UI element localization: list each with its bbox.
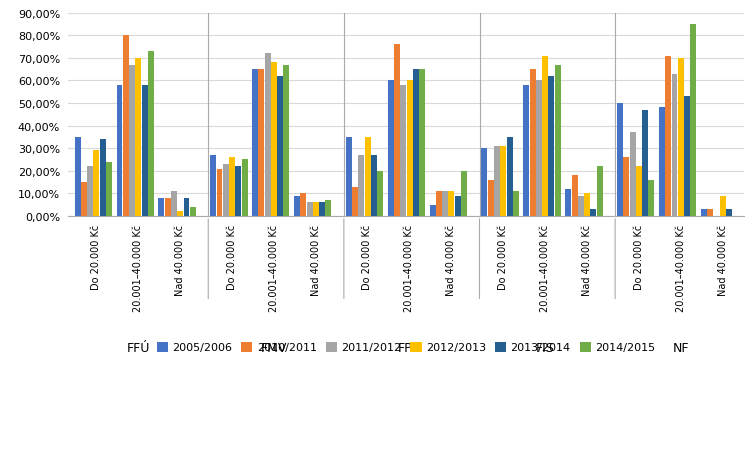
Bar (326, 201, 332, 216)
Bar (87, 167, 93, 216)
Bar (74, 138, 80, 216)
Text: NF: NF (672, 342, 689, 354)
Bar (523, 86, 529, 216)
Bar (617, 104, 623, 216)
Bar (507, 138, 513, 216)
Bar (590, 210, 596, 216)
Bar (217, 169, 223, 216)
Bar (365, 138, 371, 216)
Bar (701, 210, 707, 216)
Bar (529, 70, 535, 216)
Bar (436, 192, 442, 216)
Bar (190, 207, 196, 216)
Bar (413, 70, 419, 216)
Bar (720, 196, 726, 216)
Bar (542, 56, 548, 216)
Bar (165, 198, 171, 216)
Bar (400, 86, 406, 216)
Bar (429, 205, 435, 216)
Bar (252, 70, 258, 216)
Bar (93, 151, 99, 216)
Bar (461, 171, 467, 216)
Bar (726, 210, 732, 216)
Bar (307, 203, 313, 216)
Bar (378, 171, 384, 216)
Bar (419, 70, 425, 216)
Bar (494, 147, 500, 216)
Bar (442, 192, 448, 216)
Bar (159, 198, 165, 216)
Bar (672, 74, 678, 216)
Bar (707, 210, 713, 216)
Bar (629, 133, 635, 216)
Bar (117, 86, 123, 216)
Bar (177, 212, 183, 216)
Bar (183, 198, 190, 216)
Bar (300, 194, 306, 216)
Text: FPH: FPH (397, 342, 421, 354)
Bar (211, 156, 216, 216)
Bar (690, 25, 696, 216)
Bar (666, 56, 672, 216)
Bar (171, 192, 177, 216)
Text: FIS: FIS (535, 342, 554, 354)
Bar (359, 156, 364, 216)
Bar (259, 70, 265, 216)
Bar (388, 81, 394, 216)
Bar (548, 77, 554, 216)
Bar (277, 77, 284, 216)
Text: FMV: FMV (261, 342, 287, 354)
Bar (294, 196, 300, 216)
Bar (319, 203, 325, 216)
Bar (313, 203, 319, 216)
Bar (596, 167, 602, 216)
Bar (678, 59, 684, 216)
Bar (513, 192, 519, 216)
Bar (394, 45, 400, 216)
Bar (223, 165, 229, 216)
Bar (659, 108, 665, 216)
Bar (623, 158, 629, 216)
Bar (123, 36, 129, 216)
Bar (265, 54, 271, 216)
Bar (636, 167, 642, 216)
Bar (135, 59, 141, 216)
Bar (371, 156, 377, 216)
Bar (642, 110, 648, 216)
Bar (141, 86, 147, 216)
Bar (684, 97, 690, 216)
Legend: 2005/2006, 2010/2011, 2011/2012, 2012/2013, 2013/2014, 2014/2015: 2005/2006, 2010/2011, 2011/2012, 2012/20… (153, 337, 660, 357)
Bar (346, 138, 352, 216)
Bar (129, 65, 135, 216)
Bar (455, 196, 461, 216)
Bar (536, 81, 542, 216)
Bar (106, 162, 112, 216)
Bar (352, 187, 358, 216)
Bar (407, 81, 413, 216)
Bar (241, 160, 247, 216)
Bar (81, 183, 86, 216)
Bar (271, 63, 277, 216)
Bar (148, 52, 154, 216)
Bar (566, 189, 572, 216)
Bar (555, 65, 561, 216)
Bar (572, 176, 578, 216)
Bar (284, 65, 290, 216)
Bar (100, 140, 105, 216)
Bar (500, 147, 506, 216)
Bar (448, 192, 454, 216)
Bar (235, 167, 241, 216)
Bar (481, 149, 487, 216)
Bar (648, 180, 654, 216)
Bar (578, 196, 584, 216)
Bar (229, 158, 235, 216)
Bar (488, 180, 494, 216)
Text: FFÚ: FFÚ (126, 342, 150, 354)
Bar (584, 194, 590, 216)
